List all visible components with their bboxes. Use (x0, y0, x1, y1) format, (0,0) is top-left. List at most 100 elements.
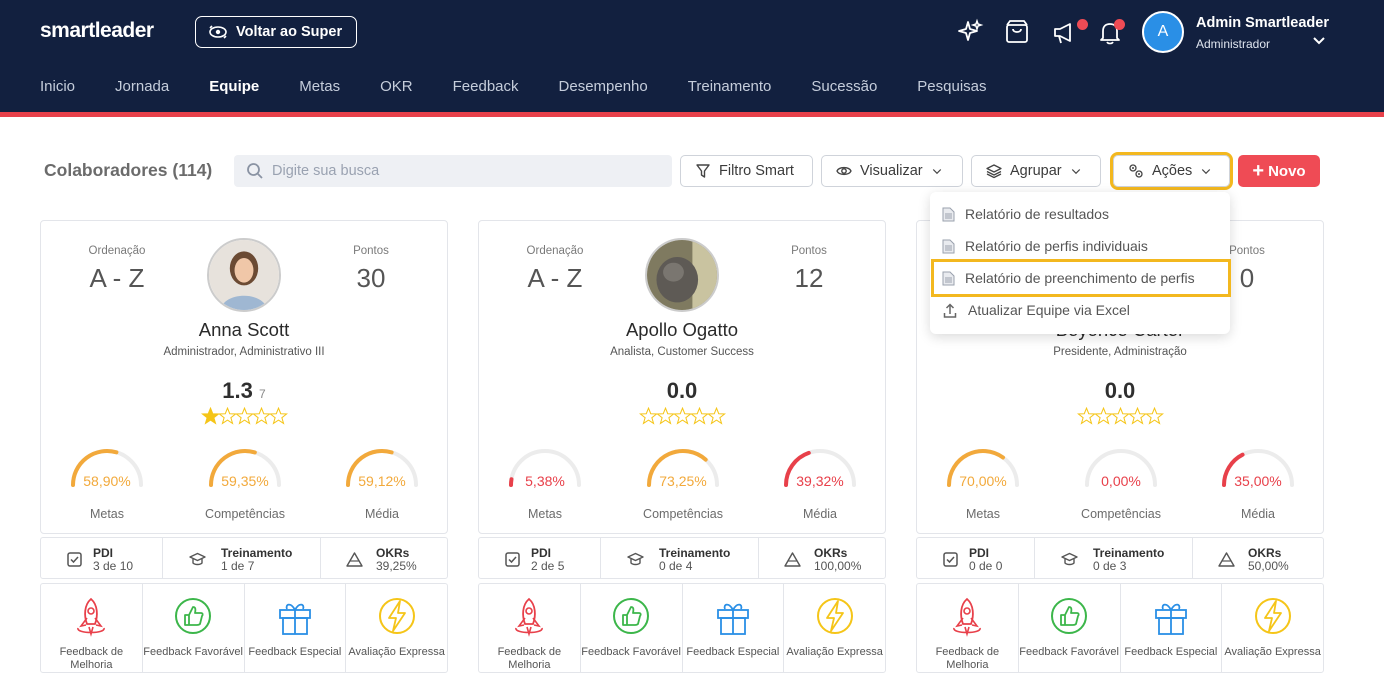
nav-item-metas[interactable]: Metas (299, 78, 341, 95)
nav-item-desempenho[interactable]: Desempenho (558, 78, 648, 95)
stat-label: OKRs (376, 546, 410, 560)
triangle-icon (346, 552, 363, 567)
sparkles-icon[interactable] (956, 18, 984, 46)
user-avatar[interactable]: A (1142, 11, 1184, 53)
nav-item-equipe[interactable]: Equipe (209, 78, 260, 95)
stat-treinamento[interactable]: Treinamento 0 de 4 (601, 538, 759, 578)
star-icon[interactable] (217, 406, 237, 425)
document-icon (942, 271, 955, 285)
stat-treinamento[interactable]: Treinamento 0 de 3 (1035, 538, 1193, 578)
avaliacao-expressa-button[interactable]: Avaliação Expressa (784, 584, 885, 672)
pontos-value: 12 (794, 263, 824, 293)
stat-value: 50,00% (1248, 559, 1289, 573)
bell-icon[interactable] (1096, 18, 1124, 46)
collaborator-card[interactable]: Ordenação A - Z Pontos 12 Apollo Ogatto … (478, 220, 886, 534)
feedback-melhoria-button[interactable]: Feedback de Melhoria (917, 584, 1019, 672)
gauge-metas: 58,90% Metas (67, 445, 147, 521)
gauge-label: Competências (643, 507, 723, 521)
stat-pdi[interactable]: PDI 0 de 0 (917, 538, 1035, 578)
star-icon[interactable] (689, 406, 709, 425)
menu-item-relatorio-perfis-individuais[interactable]: Relatório de perfis individuais (930, 230, 1230, 262)
megaphone-icon[interactable] (1051, 18, 1079, 46)
collaborator-name[interactable]: Apollo Ogatto (625, 319, 739, 340)
app-logo[interactable]: smartleader (40, 19, 154, 42)
nav-item-sucessao[interactable]: Sucessão (811, 78, 878, 95)
star-icon[interactable] (251, 406, 271, 425)
menu-item-atualizar-equipe-excel[interactable]: Atualizar Equipe via Excel (930, 294, 1230, 326)
rocket-icon (953, 597, 982, 637)
stat-okrs[interactable]: OKRs 100,00% (759, 538, 885, 578)
star-icon[interactable] (706, 406, 726, 425)
shopping-bag-icon[interactable] (1003, 18, 1031, 46)
star-icon[interactable] (200, 406, 220, 425)
collaborator-name[interactable]: Anna Scott (198, 319, 290, 340)
feedback-favoravel-button[interactable]: Feedback Favorável (1019, 584, 1121, 672)
filtro-smart-button[interactable]: Filtro Smart (680, 155, 813, 187)
avaliacao-expressa-button[interactable]: Avaliação Expressa (346, 584, 447, 672)
acoes-button[interactable]: Ações (1110, 152, 1233, 190)
avaliacao-expressa-button[interactable]: Avaliação Expressa (1222, 584, 1323, 672)
gauge-label: Metas (527, 507, 563, 521)
collaborator-card[interactable]: Ordenação A - Z Pontos 30 Anna Scott Adm… (40, 220, 448, 534)
ordenacao-value: A - Z (527, 263, 583, 293)
gauge-metas: 70,00% Metas (943, 445, 1023, 521)
nav-item-jornada[interactable]: Jornada (115, 78, 170, 95)
actions-row: Feedback de Melhoria Feedback Favorável … (916, 583, 1324, 673)
star-icon[interactable] (1076, 406, 1096, 425)
feedback-especial-button[interactable]: Feedback Especial (683, 584, 785, 672)
feedback-especial-button[interactable]: Feedback Especial (245, 584, 347, 672)
stat-okrs[interactable]: OKRs 39,25% (321, 538, 447, 578)
action-label: Feedback Especial (686, 646, 780, 658)
nav-item-inicio[interactable]: Inicio (40, 78, 76, 95)
stat-treinamento[interactable]: Treinamento 1 de 7 (163, 538, 321, 578)
stats-row: PDI 0 de 0 Treinamento 0 de 3 OKRs 50,00… (916, 537, 1324, 579)
graduation-cap-icon (627, 552, 644, 566)
star-rating[interactable] (41, 406, 447, 430)
gauge-competencias: 0,00% Competências (1081, 445, 1161, 521)
feedback-melhoria-button[interactable]: Feedback de Melhoria (479, 584, 581, 672)
novo-button[interactable]: + Novo (1238, 155, 1320, 187)
lightning-icon (378, 598, 415, 634)
stat-pdi[interactable]: PDI 2 de 5 (479, 538, 601, 578)
star-icon[interactable] (1093, 406, 1113, 425)
star-rating[interactable] (479, 406, 885, 430)
chevron-down-icon (1202, 169, 1211, 175)
action-label: Feedback de Melhoria (59, 646, 124, 671)
star-rating[interactable] (917, 406, 1323, 430)
search-input[interactable]: Digite sua busca (234, 155, 672, 187)
stat-pdi[interactable]: PDI 3 de 10 (41, 538, 163, 578)
nav-item-treinamento[interactable]: Treinamento (687, 78, 772, 95)
nav-item-feedback[interactable]: Feedback (452, 78, 519, 95)
ordenacao-label: Ordenação (526, 245, 584, 257)
feedback-melhoria-button[interactable]: Feedback de Melhoria (41, 584, 143, 672)
gauge-media: 39,32% Média (780, 445, 860, 521)
ordenacao-label: Ordenação (88, 245, 146, 257)
chevron-down-icon[interactable] (1312, 34, 1326, 48)
menu-item-relatorio-resultados[interactable]: Relatório de resultados (930, 198, 1230, 230)
user-name[interactable]: Admin Smartleader (1196, 15, 1329, 31)
stat-okrs[interactable]: OKRs 50,00% (1193, 538, 1323, 578)
agrupar-button[interactable]: Agrupar (971, 155, 1101, 187)
star-icon[interactable] (672, 406, 692, 425)
star-icon[interactable] (1127, 406, 1147, 425)
avatar[interactable] (207, 238, 281, 312)
menu-item-relatorio-preenchimento-perfis[interactable]: Relatório de preenchimento de perfis (931, 259, 1231, 297)
stat-value: 0 de 3 (1093, 559, 1127, 573)
feedback-especial-button[interactable]: Feedback Especial (1121, 584, 1223, 672)
nav-item-okr[interactable]: OKR (380, 78, 413, 95)
star-icon[interactable] (268, 406, 288, 425)
back-to-super-button[interactable]: Voltar ao Super (195, 16, 357, 48)
star-icon[interactable] (1144, 406, 1164, 425)
search-placeholder: Digite sua busca (272, 163, 380, 179)
rating-value: 1.3 (222, 378, 253, 403)
feedback-favoravel-button[interactable]: Feedback Favorável (581, 584, 683, 672)
stat-label: Treinamento (659, 546, 731, 560)
star-icon[interactable] (234, 406, 254, 425)
feedback-favoravel-button[interactable]: Feedback Favorável (143, 584, 245, 672)
star-icon[interactable] (638, 406, 658, 425)
avatar[interactable] (645, 238, 719, 312)
visualizar-button[interactable]: Visualizar (821, 155, 963, 187)
nav-item-pesquisas[interactable]: Pesquisas (917, 78, 987, 95)
star-icon[interactable] (1110, 406, 1130, 425)
star-icon[interactable] (655, 406, 675, 425)
